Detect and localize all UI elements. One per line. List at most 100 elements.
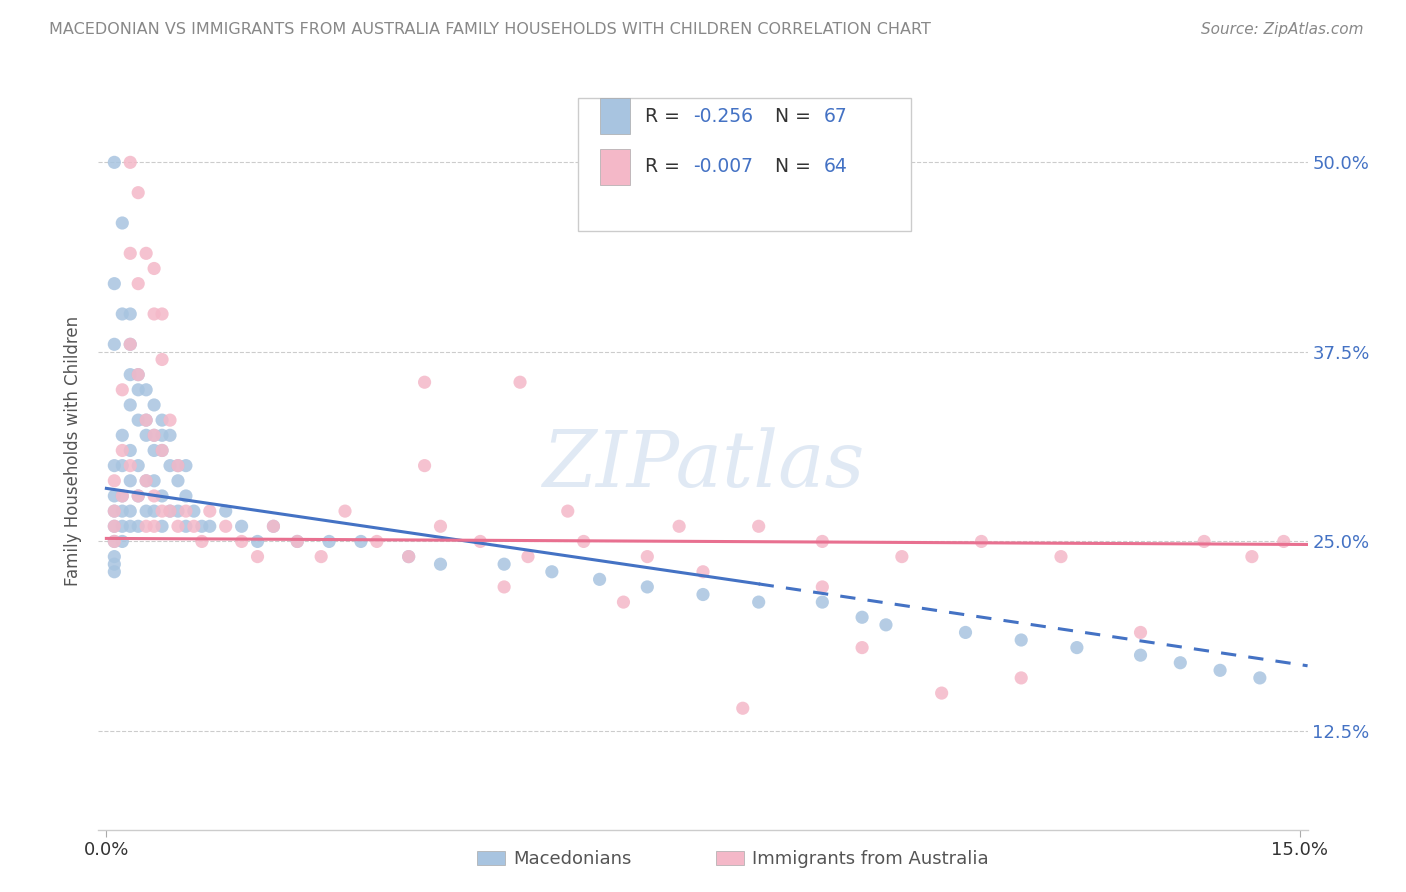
Point [198, 519, 221, 533]
Point [285, 534, 308, 549]
Point [103, 458, 125, 473]
Point [494, 580, 516, 594]
Point [517, 549, 540, 564]
Point [429, 519, 451, 533]
Point [135, 474, 157, 488]
Point [103, 504, 125, 518]
Point [120, 246, 142, 260]
Point [851, 610, 873, 624]
Point [588, 573, 610, 587]
Point [262, 519, 284, 533]
Text: 67: 67 [824, 106, 848, 126]
Point [127, 458, 149, 473]
Point [183, 504, 205, 518]
Point [111, 216, 134, 230]
Point [127, 368, 149, 382]
Point [143, 428, 166, 442]
Point [103, 519, 125, 533]
Point [111, 519, 134, 533]
Point [111, 489, 134, 503]
Point [413, 376, 436, 390]
Point [191, 534, 214, 549]
Point [127, 413, 149, 427]
Point [246, 534, 269, 549]
Point [198, 504, 221, 518]
Point [143, 307, 166, 321]
Point [103, 504, 125, 518]
Point [120, 519, 142, 533]
Point [111, 458, 134, 473]
Point [875, 617, 897, 632]
Point [127, 519, 149, 533]
Point [215, 519, 238, 533]
Point [150, 352, 173, 367]
Point [509, 376, 531, 390]
Point [120, 398, 142, 412]
Point [127, 489, 149, 503]
Point [111, 504, 134, 518]
Point [103, 277, 125, 291]
Point [111, 489, 134, 503]
Point [127, 383, 149, 397]
Point [111, 428, 134, 442]
Point [931, 686, 953, 700]
Point [143, 428, 166, 442]
Point [120, 458, 142, 473]
Text: -0.256: -0.256 [693, 106, 754, 126]
Point [150, 519, 173, 533]
Point [120, 504, 142, 518]
Point [350, 534, 373, 549]
Point [159, 413, 181, 427]
Point [127, 489, 149, 503]
Point [668, 519, 690, 533]
Point [103, 474, 125, 488]
Point [970, 534, 993, 549]
Point [309, 549, 332, 564]
Point [890, 549, 912, 564]
Point [143, 519, 166, 533]
Point [1129, 648, 1152, 662]
Point [318, 534, 340, 549]
Point [103, 565, 125, 579]
Point [150, 489, 173, 503]
Point [135, 383, 157, 397]
Point [167, 458, 190, 473]
Point [143, 504, 166, 518]
Text: N =: N = [763, 157, 817, 177]
Point [811, 534, 834, 549]
Text: Macedonians: Macedonians [513, 850, 631, 868]
Point [143, 474, 166, 488]
Point [150, 428, 173, 442]
Point [285, 534, 308, 549]
Point [692, 588, 714, 602]
Point [398, 549, 420, 564]
Point [398, 549, 420, 564]
Point [135, 413, 157, 427]
FancyBboxPatch shape [600, 149, 630, 186]
Text: Source: ZipAtlas.com: Source: ZipAtlas.com [1201, 22, 1364, 37]
Text: 64: 64 [824, 157, 848, 177]
Point [127, 277, 149, 291]
Point [143, 398, 166, 412]
Point [127, 186, 149, 200]
Point [120, 337, 142, 351]
Point [143, 489, 166, 503]
Point [135, 519, 157, 533]
Point [103, 337, 125, 351]
Point [135, 474, 157, 488]
Point [1272, 534, 1295, 549]
Point [1240, 549, 1263, 564]
Point [159, 504, 181, 518]
Point [851, 640, 873, 655]
Text: MACEDONIAN VS IMMIGRANTS FROM AUSTRALIA FAMILY HOUSEHOLDS WITH CHILDREN CORRELAT: MACEDONIAN VS IMMIGRANTS FROM AUSTRALIA … [49, 22, 931, 37]
Point [494, 557, 516, 572]
Point [103, 489, 125, 503]
Point [748, 519, 770, 533]
Point [541, 565, 564, 579]
Point [333, 504, 356, 518]
Point [103, 534, 125, 549]
Point [159, 458, 181, 473]
Point [143, 443, 166, 458]
Point [183, 519, 205, 533]
Point [127, 368, 149, 382]
